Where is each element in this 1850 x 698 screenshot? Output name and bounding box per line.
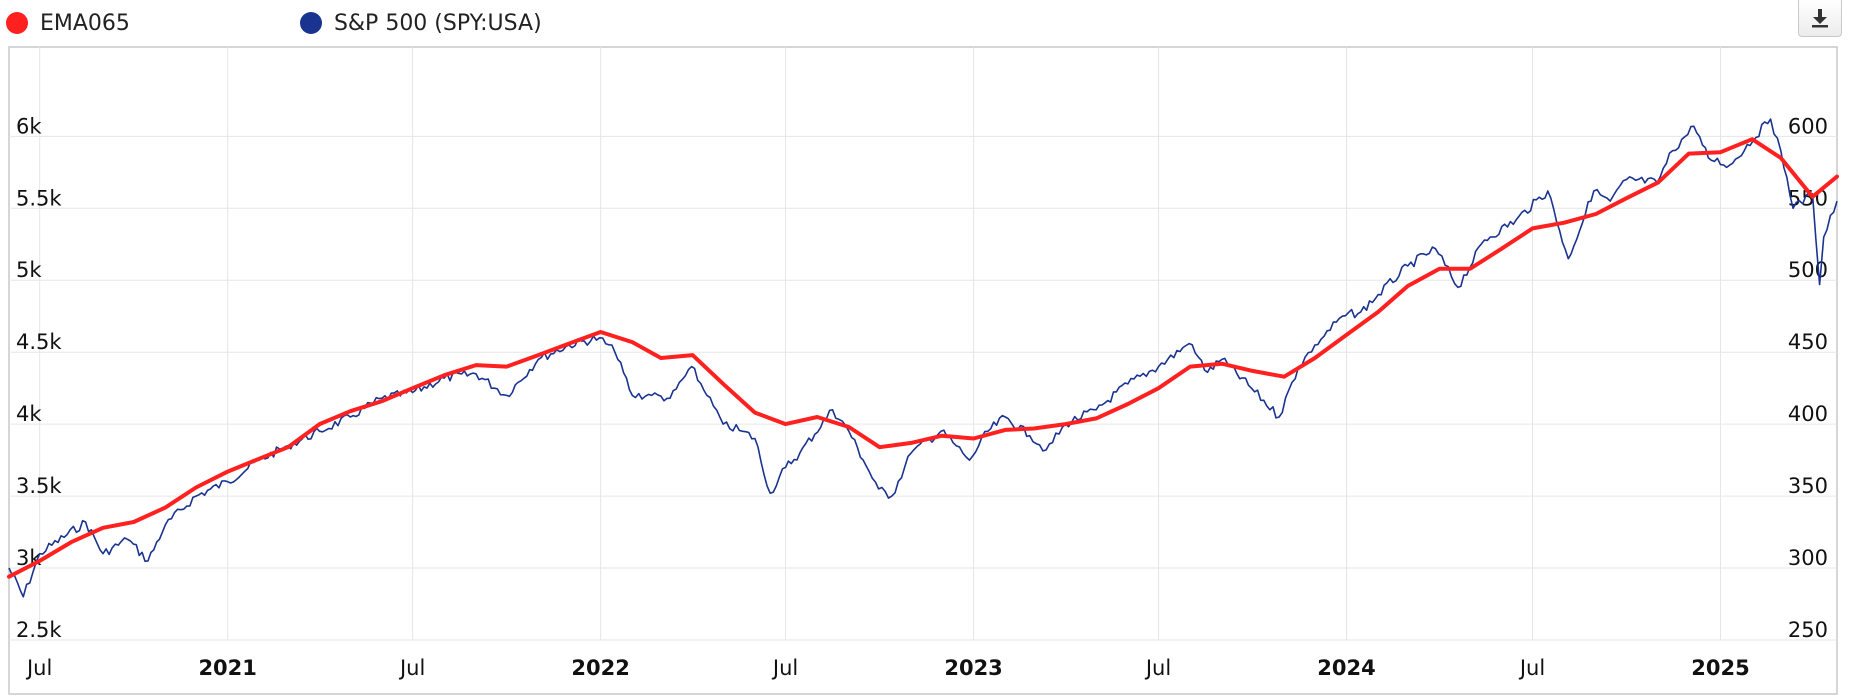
y-right-tick-label: 350 (1788, 474, 1828, 498)
y-left-tick-label: 2.5k (16, 618, 62, 642)
y-right-tick-label: 450 (1788, 330, 1828, 354)
y-right-tick-label: 300 (1788, 546, 1828, 570)
y-left-tick-label: 4.5k (16, 330, 62, 354)
legend-item-ema065[interactable]: EMA065 (6, 11, 130, 36)
series-line-ema065 (7, 137, 1839, 579)
y-left-tick-label: 3.5k (16, 474, 62, 498)
plot-frame (8, 46, 1838, 695)
y-right-tick-label: 600 (1788, 114, 1828, 138)
legend-dot-ema065 (6, 12, 28, 34)
x-tick-label: 2022 (571, 656, 629, 680)
x-tick-label: 2025 (1691, 656, 1749, 680)
x-tick-label: Jul (25, 656, 52, 680)
y-left-tick-label: 5.5k (16, 186, 62, 210)
y-left-tick-label: 6k (16, 114, 42, 138)
x-tick-label: Jul (1144, 656, 1171, 680)
x-tick-label: 2023 (944, 656, 1002, 680)
legend-label-sp500: S&P 500 (SPY:USA) (333, 10, 542, 36)
x-tick-label: Jul (1518, 656, 1545, 680)
download-button[interactable] (1798, 0, 1842, 37)
x-tick-label: Jul (771, 656, 798, 680)
series-line-sp500 (8, 118, 1838, 598)
legend-item-sp500[interactable]: S&P 500 (SPY:USA) (299, 10, 542, 36)
x-tick-label: 2021 (198, 656, 256, 680)
y-right-tick-label: 250 (1788, 618, 1828, 642)
x-tick-label: Jul (398, 656, 425, 680)
chart-legend: EMA065 S&P 500 (SPY:USA) (6, 6, 712, 40)
y-left-tick-label: 4k (16, 402, 42, 426)
legend-label-ema065: EMA065 (40, 10, 130, 36)
y-left-tick-label: 5k (16, 258, 42, 282)
y-right-tick-label: 400 (1788, 402, 1828, 426)
download-icon (1812, 9, 1828, 28)
x-tick-label: 2024 (1317, 656, 1375, 680)
legend-dot-sp500 (299, 12, 322, 34)
